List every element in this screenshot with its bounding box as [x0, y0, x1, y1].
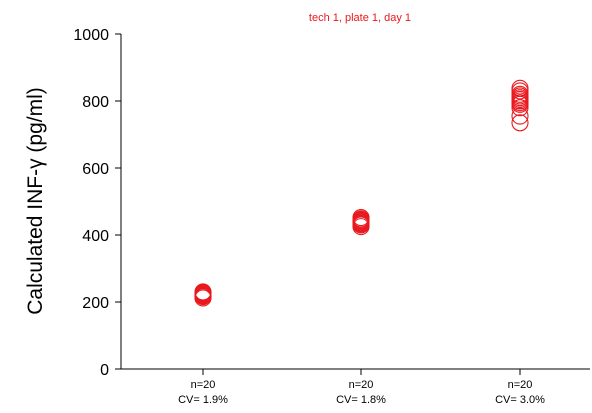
x-ticks [202, 369, 521, 375]
category-labels: n=20 CV= 1.9% n=20 CV= 1.8% n=20 CV= 3.0% [178, 379, 545, 406]
data-point [511, 79, 529, 97]
data-point [511, 107, 529, 125]
category-label-cv: CV= 1.8% [336, 394, 386, 406]
data-point [194, 286, 212, 304]
data-point [511, 85, 529, 103]
category-label-cv: CV= 3.0% [495, 394, 545, 406]
category-label-n: n=20 [508, 379, 533, 391]
category-label-n: n=20 [191, 379, 216, 391]
category-label-n: n=20 [349, 379, 374, 391]
y-tick-label: 400 [82, 228, 109, 245]
data-point [352, 215, 370, 233]
data-point [511, 99, 529, 117]
y-tick-label: 200 [82, 295, 109, 312]
y-tick-label: 600 [82, 161, 109, 178]
y-tick-label: 1000 [73, 27, 109, 44]
chart-title: tech 1, plate 1, day 1 [309, 12, 411, 24]
y-tick-label: 800 [82, 94, 109, 111]
y-axis-label: Calculated INF-γ (pg/ml) [24, 87, 47, 315]
y-tick-label: 0 [100, 362, 109, 379]
data-point [352, 209, 370, 227]
y-ticks: 0 200 400 600 800 1000 [73, 27, 121, 379]
data-point [511, 114, 529, 132]
category-label-cv: CV= 1.9% [178, 394, 228, 406]
data-points [194, 79, 529, 307]
